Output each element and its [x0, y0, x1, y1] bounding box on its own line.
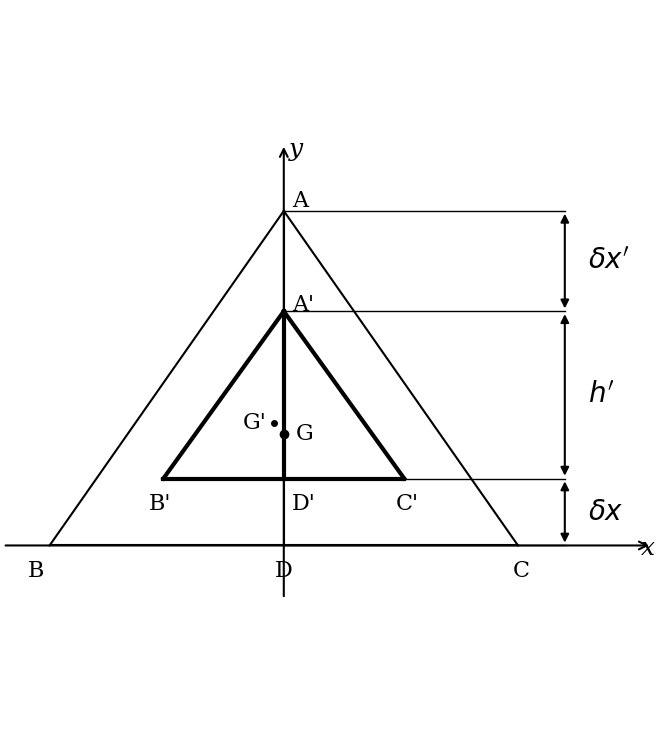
Text: B': B' [149, 493, 171, 515]
Text: $\delta x'$: $\delta x'$ [588, 247, 630, 275]
Text: y: y [289, 138, 303, 161]
Text: B: B [28, 560, 44, 582]
Text: G: G [296, 423, 314, 445]
Text: D': D' [292, 493, 316, 515]
Text: A: A [292, 190, 308, 212]
Text: D: D [275, 560, 293, 582]
Text: $\delta x$: $\delta x$ [588, 499, 624, 525]
Text: C: C [513, 560, 530, 582]
Text: G': G' [243, 412, 267, 434]
Text: C': C' [396, 493, 419, 515]
Text: A': A' [292, 293, 314, 316]
Text: x: x [641, 537, 656, 560]
Text: $h'$: $h'$ [588, 381, 615, 409]
